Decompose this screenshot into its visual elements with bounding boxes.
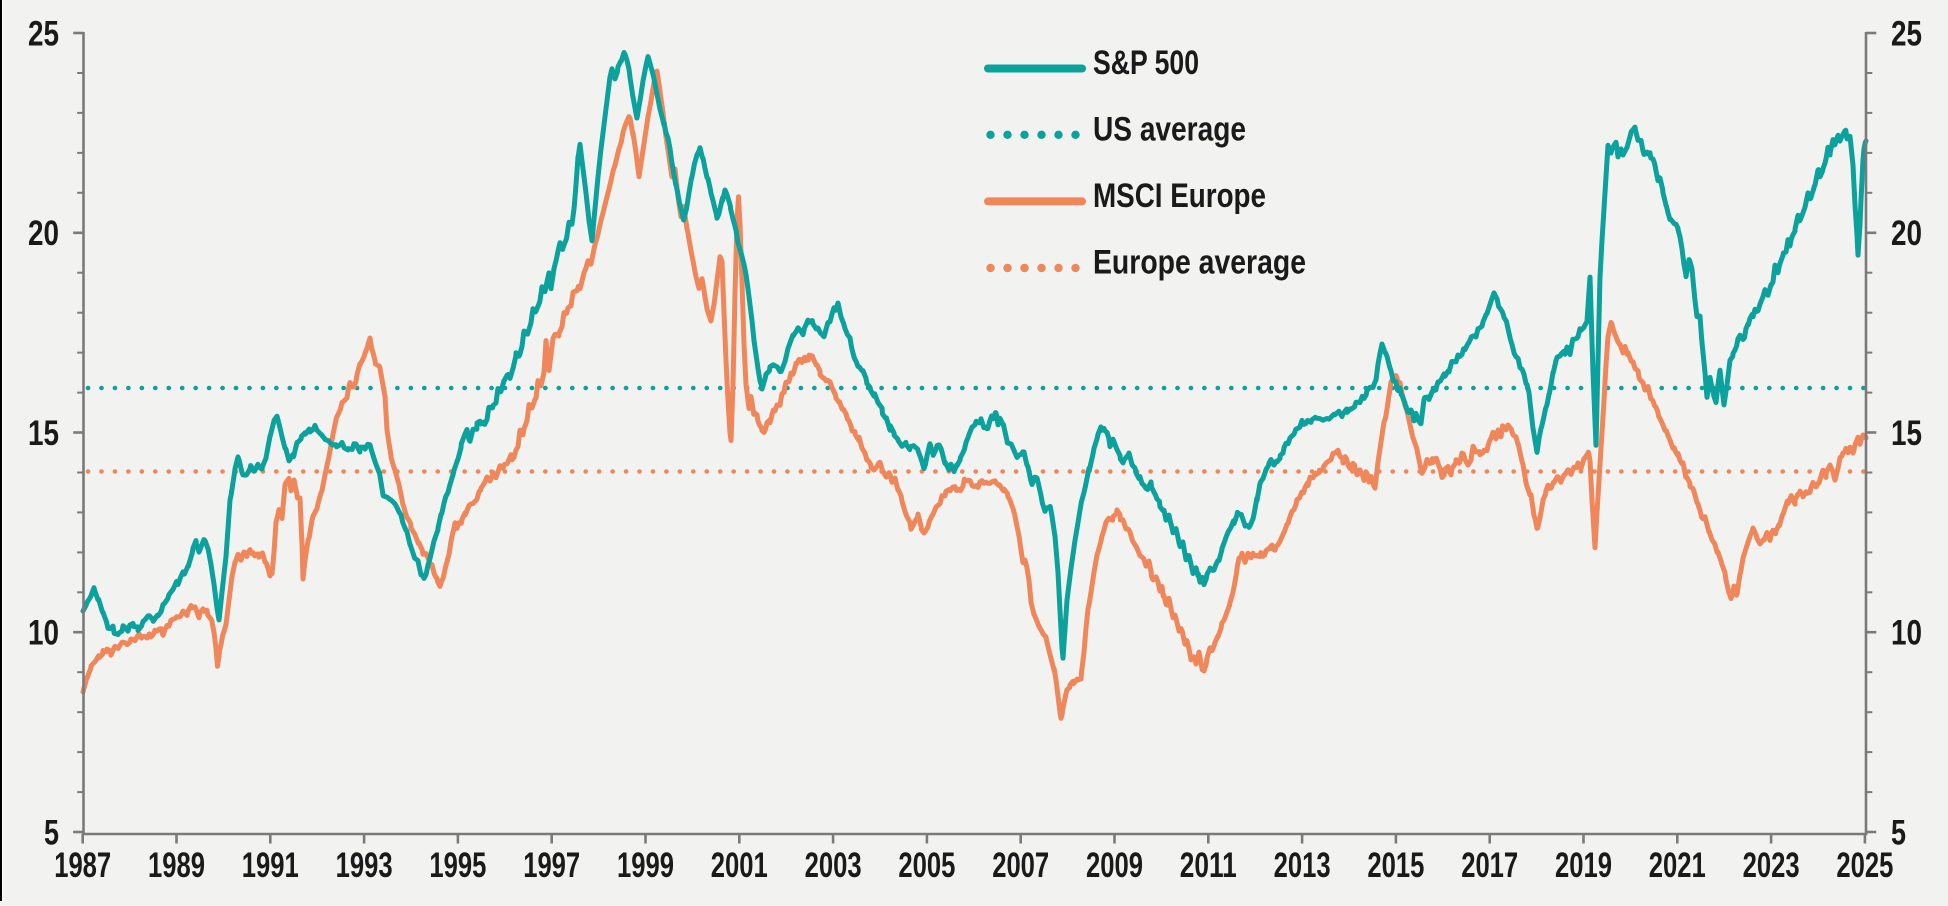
svg-text:2015: 2015	[1367, 846, 1424, 885]
svg-text:1993: 1993	[336, 846, 393, 885]
svg-text:2013: 2013	[1274, 846, 1331, 885]
svg-text:2023: 2023	[1743, 846, 1800, 885]
svg-text:2009: 2009	[1086, 846, 1143, 885]
svg-text:2021: 2021	[1649, 846, 1706, 885]
svg-text:25: 25	[28, 14, 59, 53]
svg-text:2001: 2001	[711, 846, 768, 885]
svg-text:15: 15	[28, 414, 59, 453]
svg-text:10: 10	[1891, 614, 1922, 653]
svg-text:25: 25	[1891, 14, 1922, 53]
svg-text:20: 20	[28, 214, 59, 253]
svg-text:1989: 1989	[148, 846, 205, 885]
svg-text:5: 5	[1891, 813, 1906, 852]
svg-text:1987: 1987	[54, 846, 111, 885]
svg-text:20: 20	[1891, 214, 1922, 253]
svg-text:MSCI Europe: MSCI Europe	[1093, 177, 1266, 215]
svg-text:2003: 2003	[805, 846, 862, 885]
svg-text:1999: 1999	[617, 846, 674, 885]
svg-text:2025: 2025	[1836, 846, 1893, 885]
svg-text:S&P 500: S&P 500	[1093, 44, 1199, 82]
svg-text:1997: 1997	[523, 846, 580, 885]
svg-text:1991: 1991	[242, 846, 299, 885]
svg-text:2007: 2007	[992, 846, 1049, 885]
svg-text:US average: US average	[1093, 110, 1246, 148]
svg-text:1995: 1995	[429, 846, 486, 885]
svg-text:2017: 2017	[1461, 846, 1518, 885]
svg-text:2005: 2005	[898, 846, 955, 885]
svg-text:5: 5	[44, 813, 59, 852]
svg-text:2019: 2019	[1555, 846, 1612, 885]
svg-text:10: 10	[28, 614, 59, 653]
svg-text:15: 15	[1891, 414, 1922, 453]
svg-text:2011: 2011	[1180, 846, 1237, 885]
svg-text:Europe average: Europe average	[1093, 244, 1306, 282]
